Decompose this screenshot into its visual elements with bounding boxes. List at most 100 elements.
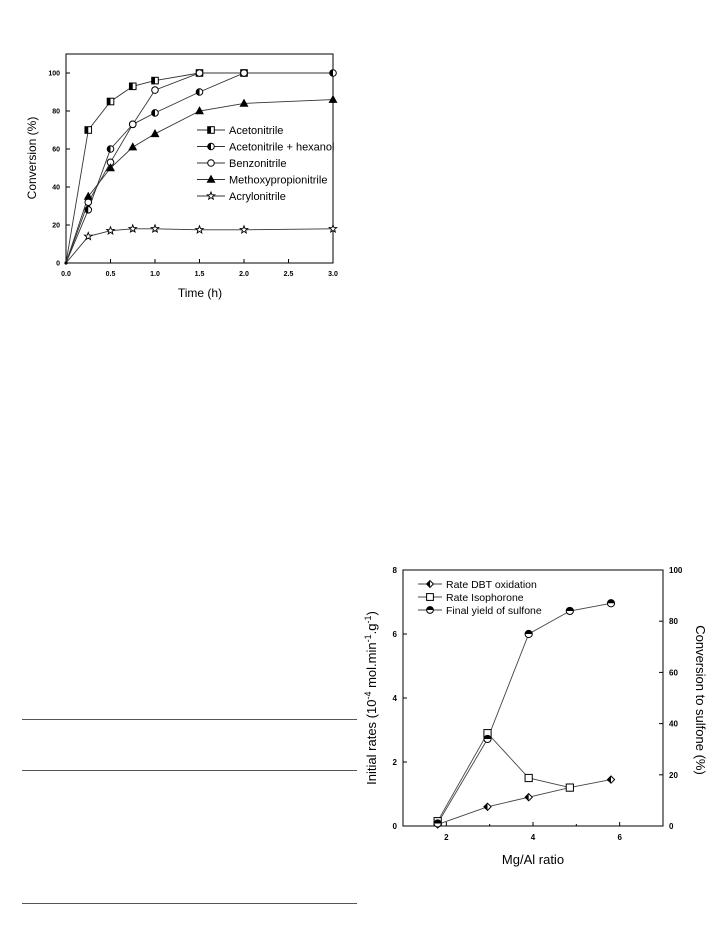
- y-tick-label-left: 8: [393, 566, 398, 575]
- x-tick-label: 2.5: [284, 271, 294, 278]
- data-point: [195, 106, 204, 115]
- legend-label: Benzonitrile: [229, 158, 286, 170]
- y-axis-label-right: Conversion to sulfone (%): [693, 625, 708, 775]
- data-point: [106, 145, 115, 153]
- y-label-sup: -4: [363, 692, 373, 700]
- data-point: [151, 86, 159, 94]
- data-point: [483, 734, 492, 744]
- legend-marker: [207, 142, 215, 151]
- conversion-vs-time-chart: 0.0 0.5 1.0 1.5 2.0 2.5 3.0 0 20 40 60 80 100 Aceton…: [25, 53, 339, 300]
- y-tick-label-right: 0: [669, 822, 674, 831]
- data-point: [240, 69, 248, 77]
- data-point: [524, 773, 533, 783]
- y-tick-label: 40: [52, 185, 60, 192]
- legend-item: Benzonitrile: [197, 158, 286, 170]
- data-point: [151, 109, 159, 117]
- data-point: [328, 94, 338, 103]
- data-point: [565, 606, 574, 616]
- data-point: [84, 198, 93, 206]
- y-tick-label-right: 100: [669, 566, 683, 575]
- y-tick-label-right: 20: [669, 771, 678, 780]
- data-point: [128, 142, 138, 151]
- table-rule-top: [22, 719, 357, 720]
- series-line: [437, 732, 570, 822]
- y-label-part: .g: [364, 624, 379, 635]
- y-tick-label: 100: [48, 71, 60, 78]
- data-point: [606, 599, 616, 608]
- data-point: [128, 82, 137, 91]
- y-tick-label-left: 6: [393, 630, 398, 639]
- legend-item: Acetonitrile + hexanol: [197, 142, 334, 154]
- data-point: [606, 775, 616, 784]
- data-point: [106, 163, 115, 172]
- data-point: [84, 206, 93, 214]
- legend-marker: [206, 174, 216, 183]
- y-tick-label: 60: [52, 147, 60, 154]
- y-label-part: mol.min: [364, 642, 379, 691]
- y-label-sup: -1: [363, 634, 373, 642]
- data-point: [127, 223, 138, 234]
- x-tick-label: 4: [531, 833, 536, 842]
- y-tick-label: 20: [52, 223, 60, 230]
- y-tick-label-left: 2: [393, 758, 398, 767]
- y-label-sup: -1: [363, 616, 373, 624]
- table-rule-bottom: [22, 903, 357, 904]
- series-line: [65, 72, 244, 264]
- x-tick-label: 0.5: [106, 271, 116, 278]
- legend-item: Methoxypropionitrile: [197, 175, 327, 187]
- data-point: [239, 98, 249, 107]
- legend-marker: [425, 579, 435, 589]
- data-point: [150, 128, 160, 138]
- data-point: [483, 802, 492, 812]
- data-point: [433, 819, 442, 828]
- x-axis-label: Time (h): [178, 286, 222, 300]
- data-point: [238, 224, 250, 234]
- legend-item: Acrylonitrile: [197, 190, 286, 203]
- legend-item: Rate Isophorone: [418, 592, 524, 604]
- x-tick-label: 1.5: [195, 271, 205, 278]
- data-point: [329, 69, 337, 77]
- data-point: [84, 126, 93, 134]
- y-label-part: ): [364, 611, 379, 615]
- data-point: [195, 88, 204, 96]
- x-tick-label: 0.0: [61, 271, 71, 278]
- data-point: [106, 97, 115, 106]
- series-line: [65, 228, 334, 264]
- legend-label: Rate DBT oxidation: [446, 579, 537, 591]
- x-tick-label: 2: [444, 833, 449, 842]
- legend-label: Methoxypropionitrile: [229, 175, 327, 187]
- x-tick-label: 1.0: [150, 271, 160, 278]
- legend-marker: [426, 593, 434, 601]
- y-tick-label: 80: [52, 109, 60, 116]
- data-point: [149, 223, 161, 234]
- legend-item: Acetonitrile: [197, 125, 283, 137]
- data-point: [128, 120, 137, 129]
- data-point: [83, 191, 93, 200]
- legend-marker: [207, 159, 215, 167]
- y-tick-label-right: 60: [669, 668, 678, 677]
- y-axis-label-left: Initial rates (10-4 mol.min-1.g-1): [363, 611, 379, 785]
- series-line: [65, 99, 334, 264]
- legend-marker: [205, 190, 217, 201]
- legend-label: Acetonitrile + hexanol: [229, 142, 334, 154]
- data-point: [151, 76, 159, 85]
- data-point: [327, 223, 339, 234]
- legend-label: Acetonitrile: [229, 125, 283, 137]
- data-point: [194, 224, 205, 234]
- legend-label: Final yield of sulfone: [446, 605, 542, 617]
- x-tick-label: 3.0: [328, 271, 338, 278]
- y-axis-label: Conversion (%): [25, 117, 39, 200]
- x-axis-label: Mg/Al ratio: [502, 852, 564, 867]
- y-tick-label-right: 80: [669, 617, 678, 626]
- origin-point: [64, 261, 68, 265]
- legend-item: Final yield of sulfone: [418, 605, 542, 617]
- data-point: [105, 225, 116, 235]
- data-point: [524, 792, 533, 802]
- y-tick-label: 0: [56, 261, 60, 268]
- data-point: [565, 783, 574, 792]
- table-rule-middle: [22, 770, 357, 771]
- data-point: [524, 629, 533, 639]
- x-tick-label: 6: [617, 833, 622, 842]
- y-label-part: Initial rates (10: [364, 700, 379, 785]
